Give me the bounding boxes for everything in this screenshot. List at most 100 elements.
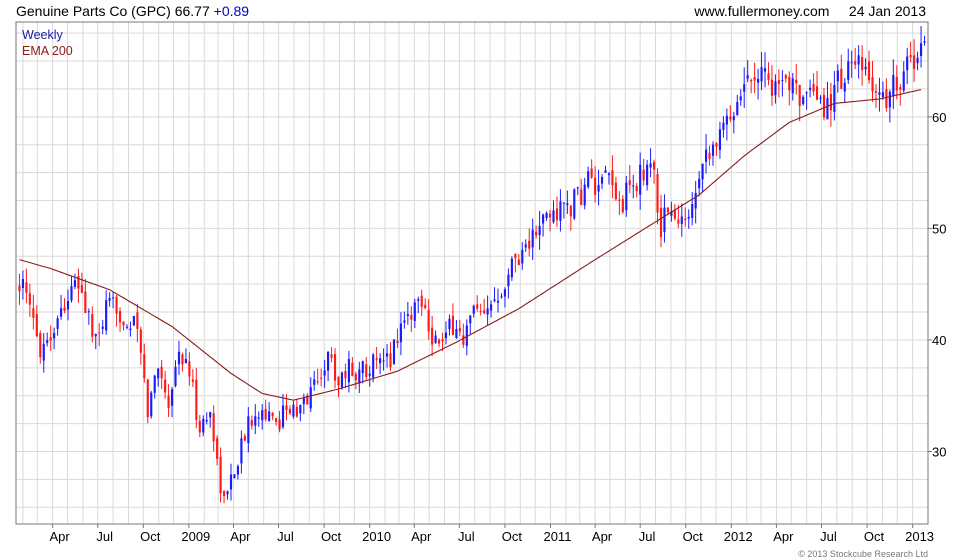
- candle-body: [687, 216, 690, 219]
- candle-body: [243, 436, 246, 441]
- legend-ema200: EMA 200: [22, 44, 73, 58]
- candle-body: [198, 420, 201, 433]
- candle-body: [333, 354, 337, 381]
- candle-body: [94, 333, 97, 337]
- candle-body: [521, 249, 524, 264]
- candle-body: [271, 412, 274, 417]
- x-tick-label: 2012: [724, 529, 753, 544]
- candle-body: [670, 211, 673, 216]
- candle-body: [784, 75, 787, 79]
- candle-body: [188, 361, 191, 377]
- candle-body: [587, 171, 590, 187]
- candle-body: [302, 398, 305, 405]
- candle-body: [469, 315, 472, 324]
- grid-lines: [16, 22, 929, 524]
- candle-body: [465, 325, 468, 346]
- candle-body: [80, 285, 83, 293]
- candle-body: [503, 289, 507, 297]
- candle-body: [125, 326, 129, 328]
- x-tick-label: Oct: [864, 529, 885, 544]
- candle-body: [222, 491, 226, 496]
- candle-body: [410, 315, 413, 320]
- candle-body: [746, 75, 749, 79]
- candle-body: [365, 364, 368, 378]
- candle-body: [517, 259, 520, 265]
- candle-body: [600, 177, 604, 184]
- candle-body: [150, 392, 153, 417]
- candle-body: [236, 466, 240, 475]
- candle-body: [743, 84, 746, 92]
- candle-body: [424, 304, 427, 308]
- candle-body: [646, 164, 649, 186]
- candle-body: [354, 373, 357, 381]
- candle-body: [919, 43, 923, 56]
- x-tick-label: Oct: [140, 529, 161, 544]
- candle-body: [802, 96, 805, 105]
- candle-body: [164, 379, 167, 393]
- candle-body: [507, 274, 510, 287]
- candle-body: [285, 405, 288, 411]
- candle-body: [729, 116, 732, 120]
- candle-body: [216, 438, 219, 459]
- candle-body: [486, 308, 489, 315]
- candle-body: [625, 182, 628, 211]
- candle-body: [833, 84, 836, 112]
- candle-body: [254, 416, 257, 426]
- chart-source: www.fullermoney.com 24 Jan 2013: [694, 0, 926, 22]
- candle-body: [867, 61, 871, 81]
- candle-body: [483, 310, 486, 314]
- ema-200-line: [19, 89, 922, 401]
- candle-body: [250, 419, 253, 426]
- candle-body: [361, 361, 364, 374]
- candle-body: [413, 302, 416, 321]
- candle-body: [583, 184, 586, 206]
- candle-body: [871, 77, 874, 92]
- candle-body: [701, 163, 704, 180]
- candle-body: [191, 379, 194, 382]
- candle-body: [555, 208, 559, 220]
- y-tick-label: 30: [932, 444, 946, 459]
- axis-ticks: 30 40 50 60 Apr Jul Oct 2009 Apr Jul Oct 2010 Apr Jul…: [49, 110, 946, 544]
- candle-body: [368, 373, 371, 376]
- candle-body: [750, 79, 753, 82]
- candle-body: [798, 85, 801, 107]
- candle-body: [229, 474, 233, 490]
- candle-body: [607, 173, 611, 176]
- candle-body: [358, 369, 361, 384]
- security-label: Genuine Parts Co (GPC) 66.77: [16, 3, 210, 19]
- candle-body: [621, 199, 624, 213]
- candle-body: [559, 201, 562, 221]
- candle-body: [656, 174, 659, 213]
- candle-body: [850, 62, 853, 64]
- candle-body: [139, 329, 142, 353]
- x-tick-label: Jul: [458, 529, 475, 544]
- candle-body: [219, 456, 222, 494]
- candle-body: [403, 320, 406, 323]
- candle-body: [677, 219, 680, 224]
- legend-weekly: Weekly: [22, 28, 63, 42]
- candle-body: [913, 55, 916, 69]
- candle-body: [857, 55, 860, 65]
- candle-body: [292, 404, 295, 417]
- x-tick-label: Jul: [820, 529, 837, 544]
- candle-body: [566, 203, 569, 206]
- candle-body: [240, 438, 243, 464]
- x-tick-label: 2013: [905, 529, 934, 544]
- candle-body: [143, 354, 146, 379]
- site-url[interactable]: www.fullermoney.com: [694, 3, 830, 19]
- candle-body: [895, 77, 898, 91]
- candle-body: [167, 395, 170, 408]
- candle-body: [618, 199, 621, 201]
- candle-body: [847, 61, 850, 80]
- candle-body: [757, 78, 760, 83]
- candle-body: [35, 313, 38, 337]
- candle-body: [652, 161, 656, 170]
- candle-body: [809, 87, 812, 91]
- candle-body: [590, 168, 593, 178]
- candle-body: [736, 102, 739, 116]
- candle-body: [330, 354, 333, 358]
- candle-body: [49, 337, 52, 341]
- candle-body: [382, 360, 385, 362]
- chart-title: Genuine Parts Co (GPC) 66.77 +0.89: [16, 0, 249, 22]
- plot-frame: [15, 21, 929, 525]
